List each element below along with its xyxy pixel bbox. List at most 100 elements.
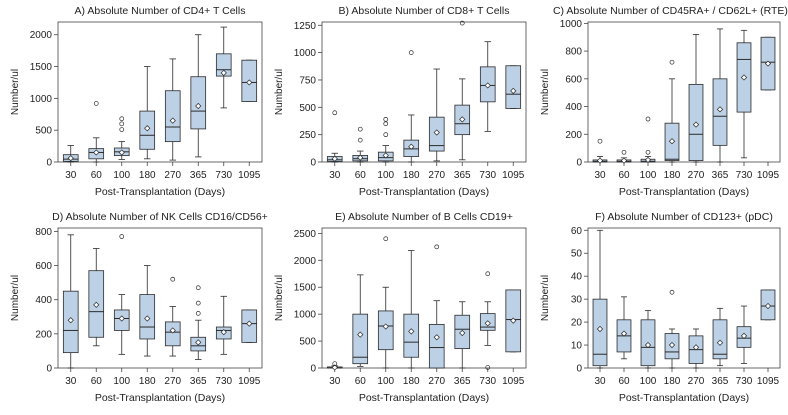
iqr-box (164, 321, 181, 347)
outlier-point (93, 101, 99, 106)
y-tick-label: 600 (35, 261, 52, 272)
chart-title: E) Absolute Number of B Cells CD19+ (335, 211, 513, 223)
box-30 (592, 229, 608, 369)
y-tick-label: 750 (299, 75, 316, 86)
box-180 (403, 50, 420, 163)
mean-marker (692, 344, 700, 351)
x-tick-label: 1095 (238, 376, 261, 387)
chart-panel-5: E) Absolute Number of B Cells CD19+ 0 500 1… (274, 211, 527, 404)
x-tick-label: 180 (403, 376, 420, 387)
outlier-point (383, 132, 389, 138)
y-tick-label: 1000 (30, 94, 53, 105)
mean-marker (668, 138, 676, 145)
outlier-point (597, 138, 603, 144)
mean-marker (596, 325, 604, 333)
y-tick-label: 0 (46, 364, 52, 375)
y-tick-label: 30 (571, 295, 583, 306)
y-axis-label: Number/ul (540, 275, 551, 321)
y-tick-label: 2000 (30, 30, 53, 41)
y-axis-label: Number/ul (540, 69, 551, 115)
box-270 (688, 328, 704, 369)
mean-marker (382, 152, 389, 159)
mean-marker (93, 301, 100, 308)
y-tick-label: 400 (565, 102, 582, 113)
x-axis-label: Post-Transplantation (Days) (359, 186, 489, 198)
y-tick-label: 1000 (560, 19, 583, 30)
x-tick-label: 180 (664, 170, 681, 181)
y-tick-label: 50 (571, 249, 583, 260)
box-365 (190, 285, 207, 360)
y-tick-label: 1500 (294, 283, 317, 294)
x-axis-label: Post-Transplantation (Days) (95, 186, 225, 198)
y-tick-label: 60 (571, 226, 583, 237)
x-tick-label: 100 (113, 376, 130, 387)
mean-marker (331, 155, 338, 162)
mean-marker (459, 329, 466, 337)
box-1095 (760, 36, 776, 91)
y-tick-label: 500 (299, 103, 316, 114)
mean-marker (169, 117, 176, 124)
outlier-point (485, 271, 491, 277)
mean-marker (118, 315, 125, 322)
outlier-point (669, 59, 675, 65)
box-60 (616, 296, 632, 360)
plot-frame (57, 227, 263, 369)
chart-panel-4: D) Absolute Number of NK Cells CD16/CD56… (10, 211, 268, 404)
outlier-point (332, 110, 338, 116)
x-tick-label: 270 (428, 170, 445, 181)
box-730 (215, 295, 232, 355)
box-30 (62, 145, 79, 163)
x-tick-label: 365 (712, 376, 729, 387)
box-180 (139, 66, 156, 160)
box-180 (664, 289, 680, 369)
y-tick-label: 20 (571, 318, 583, 329)
x-tick-label: 100 (113, 170, 130, 181)
box-730 (479, 271, 496, 370)
box-270 (428, 244, 445, 369)
mean-marker (195, 339, 202, 346)
y-tick-label: 0 (310, 158, 316, 169)
x-tick-label: 270 (688, 170, 705, 181)
mean-marker (484, 320, 491, 327)
chart-title: F) Absolute Number of CD123+ (pDC) (595, 211, 773, 223)
mean-marker (764, 60, 772, 67)
box-365 (712, 28, 728, 163)
y-tick-label: 2500 (294, 229, 317, 240)
y-axis-label: Number/ul (274, 275, 285, 321)
y-tick-label: 1250 (294, 21, 317, 32)
box-30 (62, 234, 79, 369)
box-1095 (760, 289, 776, 321)
mean-marker (169, 327, 176, 334)
box-180 (139, 265, 156, 357)
box-270 (164, 276, 181, 357)
outlier-point (170, 276, 176, 282)
x-tick-label: 270 (688, 376, 705, 387)
y-tick-label: 600 (565, 74, 582, 85)
chart-panel-3: C) Absolute Number of CD45RA+ / CD62L+ (… (540, 5, 788, 198)
x-tick-label: 365 (712, 170, 729, 181)
x-tick-label: 730 (736, 170, 753, 181)
x-tick-label: 730 (479, 376, 496, 387)
chart-title: B) Absolute Number of CD8+ T Cells (339, 5, 510, 17)
box-365 (454, 20, 471, 161)
y-tick-label: 0 (576, 364, 582, 375)
box-270 (164, 58, 181, 161)
x-tick-label: 730 (215, 170, 232, 181)
outlier-point (195, 285, 201, 291)
box-270 (688, 34, 704, 163)
mean-marker (357, 154, 364, 161)
x-tick-label: 60 (618, 376, 630, 387)
outlier-point (332, 361, 338, 367)
iqr-box (505, 65, 522, 109)
y-tick-label: 800 (35, 227, 52, 238)
y-axis-label: Number/ul (10, 69, 21, 115)
x-tick-label: 365 (190, 376, 207, 387)
x-tick-label: 730 (215, 376, 232, 387)
y-tick-label: 0 (576, 158, 582, 169)
plot-frame (587, 227, 781, 369)
mean-marker (644, 156, 652, 164)
mean-marker (596, 157, 604, 164)
mean-marker (668, 341, 676, 349)
